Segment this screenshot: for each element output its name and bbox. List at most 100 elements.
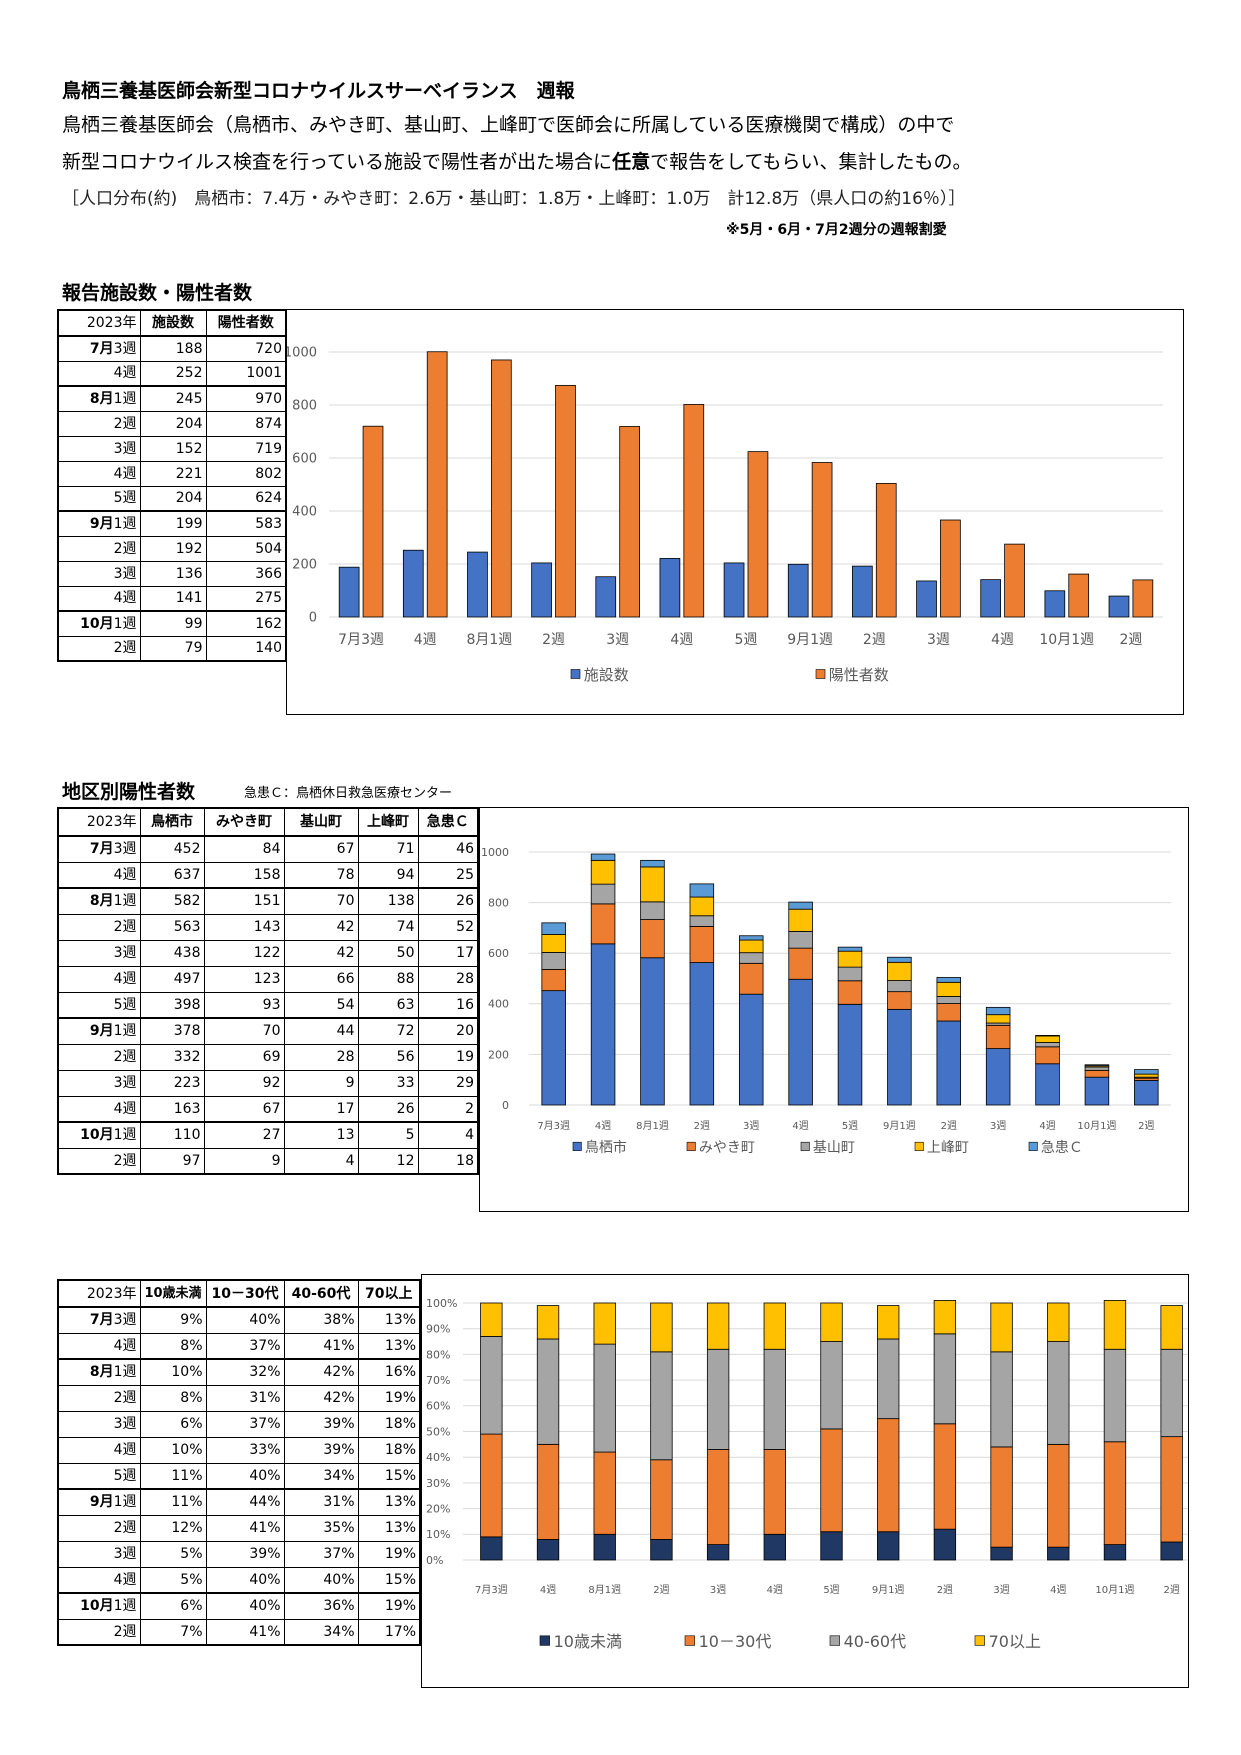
description-line-2-post: で報告をしてもらい、集計したもの。: [650, 151, 972, 173]
kamimine-value: 26: [357, 1095, 419, 1123]
y-tick-label: 200: [488, 1048, 509, 1061]
kiyama-value: 54: [283, 991, 359, 1019]
x-tick-label: 2週: [542, 632, 565, 648]
x-tick-label: 4週: [792, 1120, 808, 1132]
x-tick-label: 3週: [990, 1120, 1006, 1132]
bar-segment: [590, 853, 616, 861]
week-number: 2週: [113, 1390, 137, 1406]
col-header-facilities: 施設数: [139, 309, 207, 337]
age70plus-value: 15%: [357, 1566, 421, 1594]
week-number: 5週: [113, 996, 137, 1013]
week-label: 2週: [57, 1384, 141, 1412]
bar-segment: [541, 990, 566, 1106]
x-tick-label: 8月1週: [588, 1584, 621, 1596]
table-row: 9月1週 11% 44% 31% 13%: [57, 1488, 421, 1516]
x-tick-label: 9月1週: [872, 1584, 905, 1596]
emergency-value: 29: [417, 1069, 479, 1097]
kiyama-value: 44: [283, 1017, 359, 1045]
x-tick-label: 3週: [927, 632, 950, 648]
bar-segment: [1103, 1441, 1127, 1545]
bar-segment: [763, 1348, 786, 1450]
y-tick-label: 20%: [426, 1502, 450, 1515]
table-row: 2週 563 143 42 74 52: [57, 913, 479, 941]
positives-value: 970: [205, 385, 287, 412]
bar-segment: [640, 901, 665, 920]
week-month: 8月: [89, 1364, 114, 1381]
bar-segment: [536, 1443, 560, 1540]
legend-label: 急患Ｃ: [1041, 1140, 1083, 1156]
legend-swatch: [829, 1635, 840, 1646]
kiyama-value: 66: [283, 965, 359, 993]
bar-segment: [1035, 1035, 1060, 1043]
week-month: 9月: [89, 1023, 114, 1040]
week-number: 1週: [113, 1127, 137, 1144]
x-tick-label: 4週: [1050, 1584, 1066, 1596]
y-tick-label: 60%: [426, 1400, 450, 1413]
age10-30-value: 37%: [205, 1410, 285, 1438]
legend-label: 40-60代: [844, 1632, 907, 1651]
x-tick-label: 4週: [767, 1584, 783, 1596]
week-number: 2週: [113, 1152, 137, 1169]
table-row: 4週 8% 37% 41% 13%: [57, 1332, 421, 1360]
facilities-value: 199: [139, 510, 207, 537]
bar-segment: [877, 1531, 900, 1561]
emergency-value: 26: [417, 887, 479, 915]
facilities-value: 204: [139, 485, 207, 512]
bar-segment: [985, 1006, 1011, 1016]
bar-segment: [877, 1305, 900, 1340]
age70plus-value: 19%: [357, 1384, 421, 1412]
bar-segment: [763, 1302, 786, 1350]
bar-segment: [990, 1446, 1013, 1548]
bar-segment: [1084, 1069, 1110, 1078]
week-label: 2週: [57, 1618, 141, 1646]
table-row: 4週 252 1001: [57, 360, 287, 387]
y-tick-label: 400: [488, 998, 509, 1011]
week-number: 4週: [113, 971, 137, 987]
week-number: 2週: [113, 415, 137, 432]
bar-segment: [936, 996, 962, 1004]
legend-label: 鳥栖市: [585, 1139, 627, 1156]
week-number: 2週: [113, 919, 137, 935]
positives-value: 366: [205, 560, 287, 587]
population-line: ［人口分布(約) 鳥栖市：7.4万・みやき町：2.6万・基山町：1.8万・上峰町…: [62, 189, 966, 209]
week-month: 7月: [89, 841, 114, 858]
y-tick-label: 100%: [426, 1297, 457, 1310]
week-label: 10月1週: [57, 1592, 141, 1620]
week-month: 7月: [89, 1312, 114, 1329]
bar-segment: [738, 939, 764, 954]
y-tick-label: 10%: [426, 1528, 450, 1541]
week-number: 2週: [113, 1049, 137, 1065]
kamimine-value: 56: [357, 1043, 419, 1071]
age40-60-value: 36%: [283, 1592, 359, 1620]
bar-segment: [933, 1423, 957, 1530]
bar-segment: [536, 1338, 560, 1445]
facilities-value: 141: [139, 585, 207, 612]
bar-segment: [536, 1539, 560, 1561]
bar-segment: [480, 1536, 503, 1561]
y-tick-label: 1000: [287, 346, 317, 361]
table-row: 8月1週 582 151 70 138 26: [57, 887, 479, 915]
facilities-value: 204: [139, 410, 207, 437]
bar-segment: [650, 1539, 673, 1561]
facilities-positives-chart-svg: 0 200 400 600 800 1000 7月3週 4週 8月1週 2週 3週 4週 5週 9月1週 2…: [284, 346, 1163, 684]
week-number: 1週: [113, 893, 137, 910]
col-header-70plus: 70以上: [357, 1279, 421, 1308]
bar: [723, 562, 745, 618]
emergency-value: 46: [417, 835, 479, 863]
y-tick-label: 200: [292, 558, 317, 573]
plot-area: 7月3週 4週 8月1週 2週 3週 4週 5週 9月1週 2週 3週 4週 10月1週 2週 10歳未満…: [463, 1300, 1200, 1651]
x-tick-label: 4週: [540, 1584, 556, 1596]
y-tick-label: 1000: [481, 846, 509, 859]
emergency-value: 25: [417, 861, 479, 889]
table-row: 5週 398 93 54 63 16: [57, 991, 479, 1019]
week-label: 3週: [57, 560, 141, 587]
age40-60-value: 34%: [283, 1618, 359, 1646]
bar-segment: [1035, 1042, 1060, 1048]
facilities-value: 79: [139, 635, 207, 662]
bar-segment: [541, 922, 566, 935]
bar: [811, 462, 833, 618]
week-label: 4週: [57, 1332, 141, 1360]
legend-label: 上峰町: [927, 1140, 969, 1156]
bar-segment: [640, 919, 665, 959]
x-tick-label: 5週: [735, 632, 758, 648]
